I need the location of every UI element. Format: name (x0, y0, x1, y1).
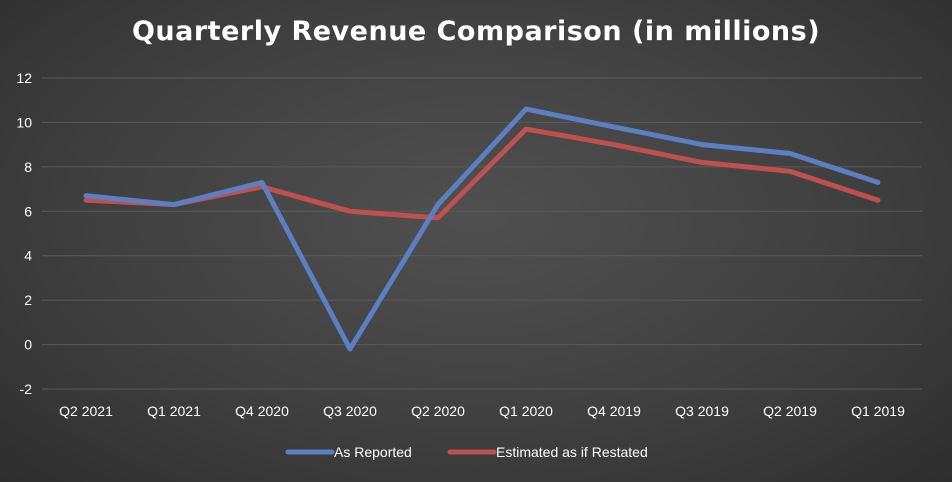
x-tick-label: Q3 2020 (323, 403, 377, 419)
x-tick-label: Q2 2021 (59, 403, 113, 419)
y-axis-labels: 12 10 8 6 4 2 0 -2 (16, 70, 32, 397)
legend-label-estimated-as-if-restated: Estimated as if Restated (496, 444, 648, 460)
x-tick-label: Q2 2019 (763, 403, 817, 419)
chart-title: Quarterly Revenue Comparison (in million… (131, 16, 821, 47)
y-tick-label: 10 (16, 114, 32, 130)
y-tick-label: -2 (20, 381, 33, 397)
y-tick-label: 2 (24, 292, 32, 308)
y-tick-label: 6 (24, 203, 32, 219)
y-tick-label: 4 (24, 248, 32, 264)
series-lines (83, 106, 881, 352)
series-line-as-reported (83, 106, 881, 352)
series-line-estimated-as-if-restated (83, 126, 881, 221)
x-tick-label: Q1 2019 (851, 403, 905, 419)
legend: As Reported Estimated as if Restated (285, 444, 648, 460)
x-tick-label: Q1 2021 (147, 403, 201, 419)
y-tick-label: 8 (24, 159, 32, 175)
y-tick-label: 0 (24, 337, 32, 353)
x-tick-label: Q4 2019 (587, 403, 641, 419)
x-tick-label: Q4 2020 (235, 403, 289, 419)
x-tick-label: Q2 2020 (411, 403, 465, 419)
x-axis-labels: Q2 2021 Q1 2021 Q4 2020 Q3 2020 Q2 2020 Q1 20… (59, 403, 905, 419)
x-tick-label: Q1 2020 (499, 403, 553, 419)
y-tick-label: 12 (16, 70, 32, 86)
gridlines (42, 77, 922, 390)
x-tick-label: Q3 2019 (675, 403, 729, 419)
legend-label-as-reported: As Reported (334, 444, 412, 460)
